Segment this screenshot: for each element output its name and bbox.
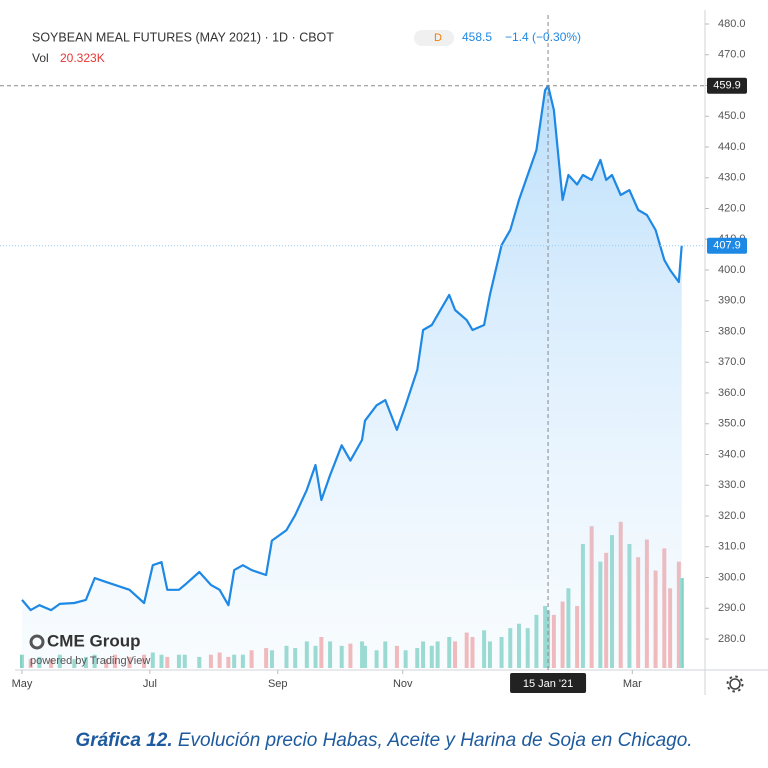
x-tick-label: Nov <box>393 678 413 690</box>
caption: Gráfica 12. Evolución precio Habas, Acei… <box>0 730 768 752</box>
y-tick-label: 470.0 <box>718 49 746 61</box>
x-tick-label: Jul <box>143 678 157 690</box>
legend-price: 458.5 <box>462 30 492 44</box>
y-tick-label: 430.0 <box>718 172 746 184</box>
chart-title: SOYBEAN MEAL FUTURES (MAY 2021) · 1D · C… <box>32 30 334 44</box>
legend-change: −1.4 (−0.30%) <box>505 30 581 44</box>
vol-value: 20.323K <box>60 51 105 65</box>
logo-icon <box>29 634 45 650</box>
y-tick-label: 360.0 <box>718 387 746 399</box>
y-tick-label: 280.0 <box>718 633 746 645</box>
caption-text: Evolución precio Habas, Aceite y Harina … <box>177 730 693 751</box>
logo: CME Group <box>47 631 141 650</box>
y-tick-label: 480.0 <box>718 18 746 30</box>
area <box>22 85 682 669</box>
y-tick-label: 330.0 <box>718 479 746 491</box>
crosshair-x-label: 15 Jan '21 <box>523 678 573 690</box>
last-price-label: 407.9 <box>713 240 741 252</box>
y-tick-label: 300.0 <box>718 571 746 583</box>
powered-by: powered by TradingView <box>30 655 150 667</box>
settings-icon[interactable] <box>726 675 744 693</box>
price-line <box>21 84 683 612</box>
y-tick-label: 320.0 <box>718 510 746 522</box>
x-tick-label: Sep <box>268 678 288 690</box>
y-tick-label: 290.0 <box>718 602 746 614</box>
x-tick-label: Mar <box>623 678 642 690</box>
vol-label: Vol <box>32 51 49 65</box>
badge: D <box>434 32 442 44</box>
volume-bar <box>679 577 684 668</box>
y-tick-label: 380.0 <box>718 325 746 337</box>
x-tick-label: May <box>12 678 33 690</box>
y-tick-label: 350.0 <box>718 418 746 430</box>
y-tick-label: 450.0 <box>718 110 746 122</box>
y-tick-label: 310.0 <box>718 541 746 553</box>
last-price-box <box>707 237 747 254</box>
y-tick-label: 440.0 <box>718 141 746 153</box>
chart: SOYBEAN MEAL FUTURES (MAY 2021) · 1D · C… <box>0 10 768 695</box>
crosshair-y-label: 459.9 <box>713 80 741 92</box>
y-tick-label: 340.0 <box>718 448 746 460</box>
y-tick-label: 400.0 <box>718 264 746 276</box>
badge-bg <box>414 30 454 46</box>
y-tick-label: 390.0 <box>718 295 746 307</box>
y-tick-label: 420.0 <box>718 202 746 214</box>
caption-label: Gráfica 12. <box>75 730 173 751</box>
crosshair-x-box <box>510 673 587 693</box>
y-tick-label: 370.0 <box>718 356 746 368</box>
crosshair-y-box <box>707 77 747 94</box>
